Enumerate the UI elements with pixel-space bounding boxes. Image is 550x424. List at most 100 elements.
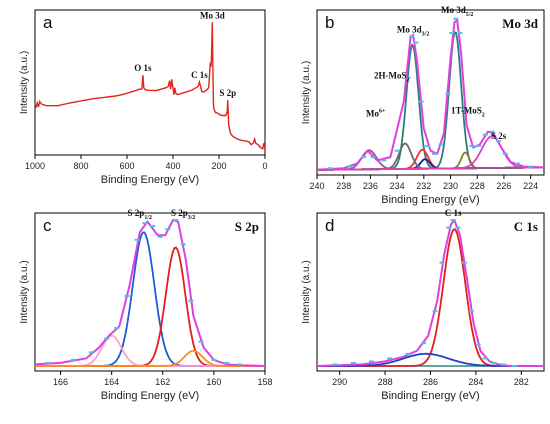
plot-area (35, 219, 265, 367)
data-point (114, 327, 120, 329)
plot-frame (34, 9, 266, 156)
plot-frame (316, 212, 545, 372)
envelope-line (35, 219, 265, 367)
x-axis-label: Binding Energy (eV) (381, 194, 479, 206)
annotation-subscript: 5/2 (466, 12, 474, 18)
x-tick-label: 238 (336, 181, 351, 191)
y-axis-label: Intensity (a.u.) (19, 51, 30, 114)
annotation-text: S 2p (171, 208, 188, 218)
fit-component-line (35, 246, 265, 367)
data-point (418, 100, 424, 103)
peak-annotation: S 2p1/2 (128, 208, 152, 221)
x-tick-label: 162 (155, 377, 170, 387)
peak-annotation: Mo 3d (200, 10, 225, 20)
x-axis-label: Binding Energy (eV) (101, 390, 199, 402)
data-point (489, 130, 495, 133)
x-tick-label: 226 (496, 181, 511, 191)
data-point (439, 261, 445, 264)
panel-letter: d (325, 216, 334, 235)
x-tick-label: 230 (443, 181, 458, 191)
fit-component-line (317, 228, 544, 367)
x-tick-label: 600 (119, 161, 134, 171)
plot-frame (34, 212, 266, 372)
annotation-subscript: 2 (482, 112, 485, 118)
peak-annotation: Mo 3d5/2 (441, 5, 473, 18)
x-tick-label: 224 (523, 181, 538, 191)
data-point (462, 261, 468, 264)
data-point (462, 108, 468, 111)
peak-annotation: S 2p (219, 88, 236, 98)
data-point (124, 295, 130, 297)
annotation-text: O 1s (134, 63, 152, 73)
data-point (70, 358, 76, 361)
data-point (347, 165, 353, 168)
panel-letter: a (43, 13, 53, 32)
data-point (432, 310, 438, 313)
data-point (165, 228, 171, 231)
data-point (496, 140, 502, 143)
x-tick-label: 232 (416, 181, 431, 191)
fit-component-line (35, 231, 265, 367)
data-point (432, 152, 437, 155)
survey-spectrum-line (35, 22, 265, 150)
peak-annotation: Mo 3d3/2 (397, 24, 429, 37)
panel-title: S 2p (235, 219, 259, 234)
data-point (157, 235, 163, 238)
x-tick-label: 400 (165, 161, 180, 171)
data-point (528, 165, 534, 168)
data-point (173, 219, 179, 221)
data-point (469, 145, 475, 147)
peak-annotation: S 2p3/2 (171, 208, 195, 221)
data-point (446, 226, 452, 229)
data-point (332, 363, 338, 366)
data-point (180, 243, 186, 246)
data-point (449, 32, 455, 35)
annotation-text: S 2p (128, 208, 145, 218)
plot-frame (316, 9, 545, 176)
peak-annotation: C 1s (191, 70, 208, 80)
annotation-text: Mo 3d (397, 24, 422, 34)
x-tick-label: 240 (309, 181, 324, 191)
annotation-text: 2H-MoS (374, 70, 407, 80)
annotation-subscript: 1/2 (144, 215, 152, 221)
annotation-text: 1T-MoS (451, 105, 482, 115)
data-point (104, 337, 110, 340)
data-point (387, 357, 393, 360)
data-point (134, 238, 140, 241)
data-point (381, 159, 387, 162)
data-point (482, 133, 488, 136)
data-point (224, 361, 230, 364)
data-point (211, 358, 217, 361)
x-tick-label: 282 (514, 377, 529, 387)
x-tick-label: 800 (73, 161, 88, 171)
x-tick-label: 200 (211, 161, 226, 171)
data-point (476, 145, 482, 147)
x-tick-label: 236 (363, 181, 378, 191)
x-tick-label: 1000 (25, 161, 45, 171)
data-point (455, 226, 461, 229)
annotation-text: Mo (366, 109, 379, 119)
data-point (421, 342, 427, 345)
panel-letter: b (325, 13, 334, 32)
x-tick-label: 0 (262, 161, 267, 171)
data-point (413, 41, 419, 44)
panel-c: 166 164 162 160 158 Binding Energy (eV) Intens… (19, 208, 273, 402)
annotation-text: C 1s (191, 70, 208, 80)
data-point (500, 363, 506, 366)
x-tick-label: 164 (104, 377, 119, 387)
data-point (438, 143, 444, 146)
data-point (450, 219, 456, 221)
x-axis-label: Binding Energy (eV) (381, 390, 479, 402)
panel-a: 1000 800 600 400 200 0 Binding Energy (eV) Inte… (19, 9, 268, 186)
data-point (409, 35, 415, 38)
peak-annotation: S 2s (491, 131, 507, 141)
data-point (361, 156, 367, 159)
data-point (491, 361, 497, 364)
panel-b: 240 238 236 234 232 230 228 226 224 Binding Energ… (301, 5, 545, 206)
annotation-subscript: 3/2 (188, 215, 196, 221)
y-axis-label: Intensity (a.u.) (19, 260, 30, 323)
data-point (468, 310, 474, 313)
x-tick-label: 228 (470, 181, 485, 191)
annotation-subscript: 2 (407, 77, 410, 83)
data-point (405, 76, 411, 79)
